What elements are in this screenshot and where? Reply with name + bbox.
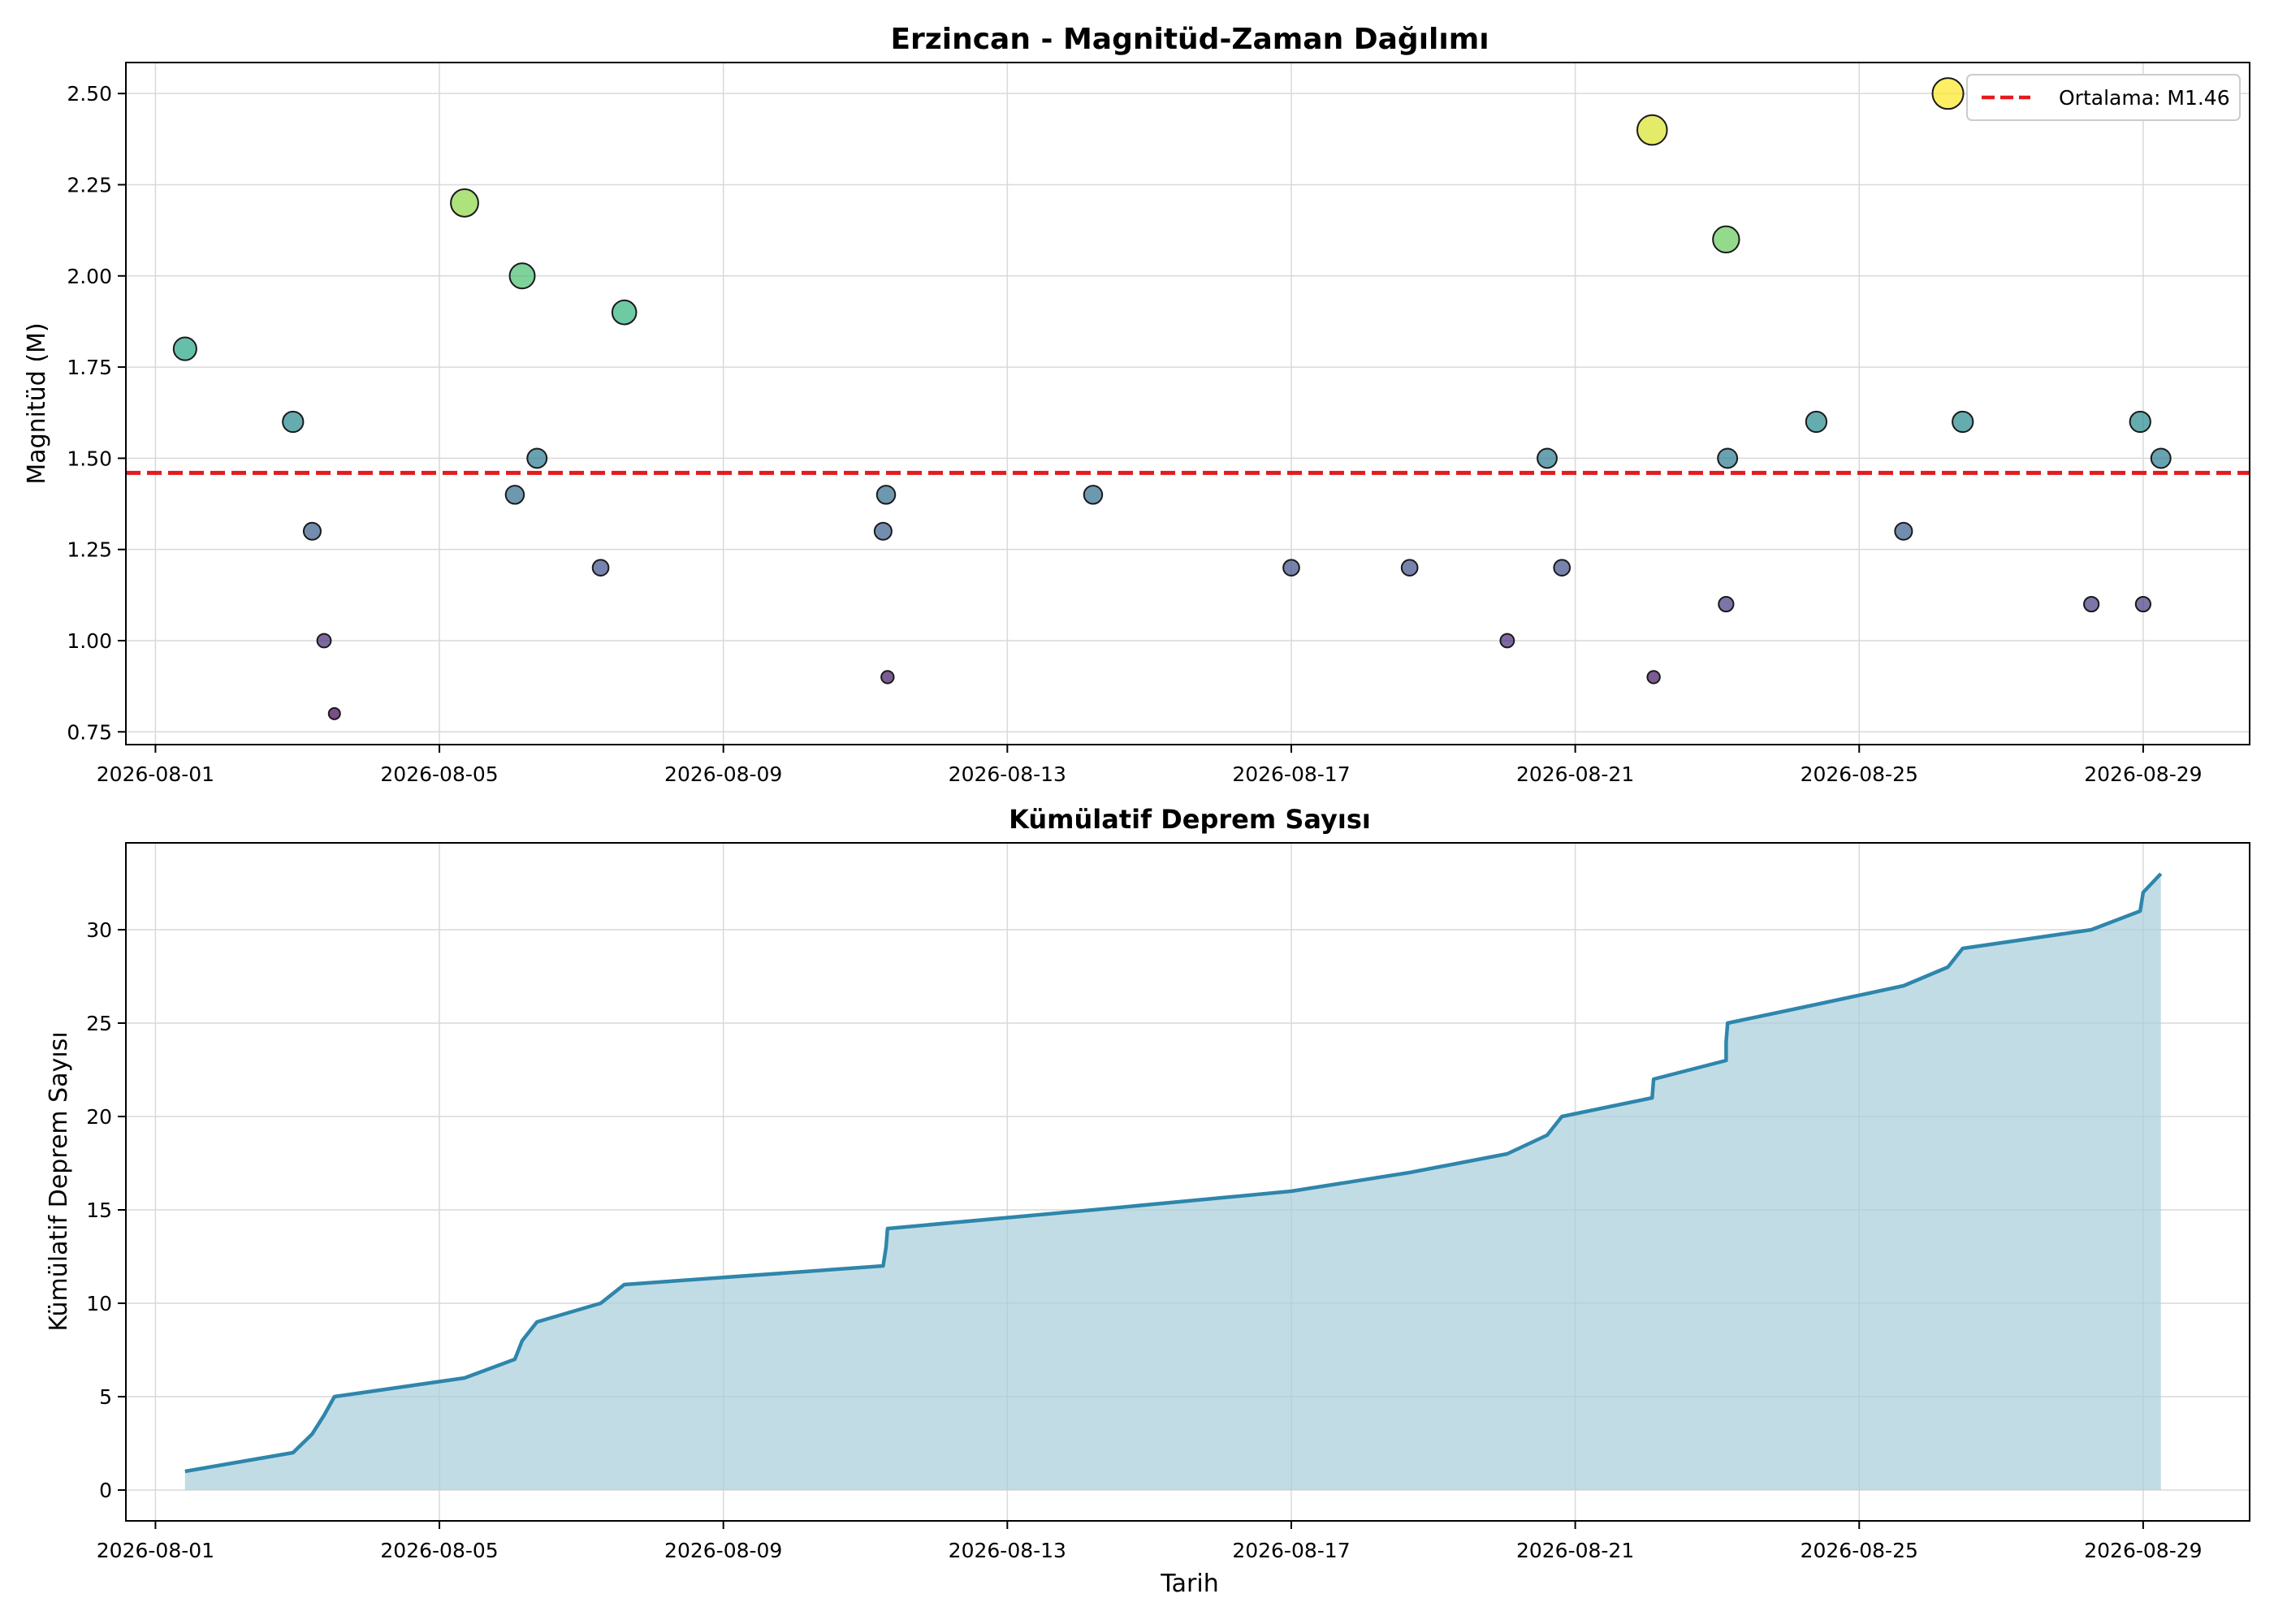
earthquake-point (591, 559, 610, 577)
earthquake-point (504, 485, 525, 505)
y-tick-label: 5 (99, 1385, 112, 1409)
magnitude-time-panel: Erzincan - Magnitüd-Zaman Dağılımı 0.75 1… (23, 23, 2250, 786)
earthquake-point (1636, 114, 1668, 146)
earthquake-point (526, 447, 548, 469)
earthquake-point (508, 262, 536, 290)
earthquake-point (1646, 670, 1661, 685)
cumulative-panel: Kümülatif Deprem Sayısı 0 5 10 15 20 25 30 202… (45, 804, 2250, 1598)
earthquake-point (302, 521, 322, 541)
x-tick-label: 2026-08-21 (1516, 1539, 1634, 1562)
x-tick-label: 2026-08-21 (1516, 762, 1634, 786)
earthquake-point (873, 521, 893, 541)
x-tick-label: 2026-08-25 (1801, 762, 1918, 786)
earthquake-point (2083, 595, 2100, 613)
cumulative-area-fill (184, 874, 2161, 1490)
x-tick-label: 2026-08-09 (664, 762, 782, 786)
cumulative-chart-title: Kümülatif Deprem Sayısı (1009, 804, 1371, 835)
earthquake-point (1400, 559, 1419, 577)
earthquake-point (1553, 559, 1571, 577)
cumulative-x-ticks: 2026-08-01 2026-08-05 2026-08-09 2026-08-13… (97, 1521, 2203, 1562)
x-tick-label: 2026-08-01 (97, 1539, 214, 1562)
y-tick-label: 10 (86, 1292, 112, 1315)
earthquake-point (2129, 410, 2151, 434)
x-tick-label: 2026-08-17 (1232, 1539, 1350, 1562)
earthquake-point (875, 485, 897, 505)
earthquake-point (1083, 485, 1104, 505)
magnitude-y-ticks: 0.75 1.00 1.25 1.50 1.75 2.00 2.25 2.50 (67, 82, 126, 744)
earthquake-point (1805, 410, 1828, 434)
x-tick-label: 2026-08-05 (380, 762, 498, 786)
y-tick-label: 0.75 (67, 720, 112, 744)
x-tick-label: 2026-08-13 (949, 762, 1066, 786)
y-tick-label: 1.00 (67, 629, 112, 653)
earthquake-point (1718, 595, 1735, 613)
y-tick-label: 1.50 (67, 447, 112, 470)
earthquake-point (1712, 225, 1740, 254)
earthquake-point (1894, 521, 1913, 541)
cumulative-y-axis-label: Kümülatif Deprem Sayısı (45, 1031, 73, 1331)
earthquake-point (282, 410, 305, 434)
magnitude-chart-title: Erzincan - Magnitüd-Zaman Dağılımı (890, 23, 1489, 56)
earthquake-point (172, 336, 197, 361)
earthquake-point (327, 706, 341, 720)
magnitude-grid (126, 63, 2250, 745)
magnitude-y-axis-label: Magnitüd (M) (23, 322, 51, 484)
legend-mean-label: Ortalama: M1.46 (2059, 86, 2230, 110)
y-tick-label: 1.75 (67, 356, 112, 379)
x-tick-label: 2026-08-09 (664, 1539, 782, 1562)
y-tick-label: 0 (99, 1479, 112, 1502)
y-tick-label: 30 (86, 918, 112, 942)
x-tick-label: 2026-08-01 (97, 762, 214, 786)
y-tick-label: 2.25 (67, 173, 112, 197)
y-tick-label: 2.50 (67, 82, 112, 106)
magnitude-x-ticks: 2026-08-01 2026-08-05 2026-08-09 2026-08-13… (97, 745, 2203, 786)
earthquake-point (611, 299, 638, 326)
earthquake-point (450, 188, 479, 218)
magnitude-plot-frame (125, 62, 2250, 745)
earthquake-point (1282, 559, 1300, 577)
x-tick-label: 2026-08-13 (949, 1539, 1066, 1562)
y-tick-label: 1.25 (67, 538, 112, 562)
cumulative-plot-frame (125, 842, 2250, 1522)
legend-box (1966, 74, 2241, 121)
cumulative-line (184, 872, 2163, 1474)
earthquake-point (880, 670, 895, 685)
x-tick-label: 2026-08-29 (2084, 1539, 2202, 1562)
earthquake-point (2150, 447, 2172, 469)
y-tick-label: 25 (86, 1012, 112, 1035)
earthquake-point (2134, 595, 2152, 613)
y-tick-label: 20 (86, 1105, 112, 1129)
cumulative-y-ticks: 0 5 10 15 20 25 30 (86, 918, 126, 1502)
x-tick-label: 2026-08-25 (1801, 1539, 1918, 1562)
earthquake-point (316, 633, 332, 649)
x-tick-label: 2026-08-17 (1232, 762, 1350, 786)
cumulative-x-axis-label: Tarih (1160, 1570, 1218, 1598)
earthquake-point (1931, 77, 1965, 110)
earthquake-point (1717, 447, 1739, 469)
x-tick-label: 2026-08-05 (380, 1539, 498, 1562)
magnitude-points (172, 77, 2172, 720)
earthquake-point (1537, 447, 1558, 469)
earthquake-point (1499, 633, 1515, 649)
x-tick-label: 2026-08-29 (2084, 762, 2202, 786)
earthquake-point (1952, 410, 1974, 434)
legend: Ortalama: M1.46 (1966, 74, 2241, 121)
y-tick-label: 2.00 (67, 265, 112, 288)
y-tick-label: 15 (86, 1199, 112, 1222)
